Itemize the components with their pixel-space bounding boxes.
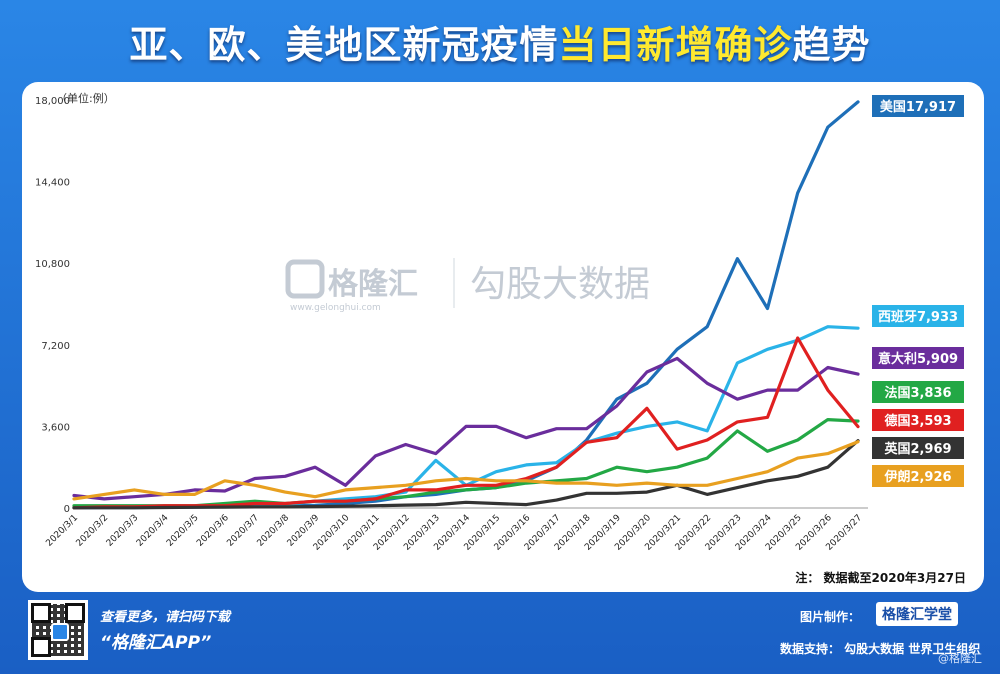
series-lines: [72, 100, 860, 510]
y-tick-label: 0: [64, 504, 70, 515]
qr-corner-icon: [31, 637, 51, 657]
y-tick-label: 3,600: [41, 422, 70, 433]
end-label-英国: 英国2,969: [883, 441, 951, 457]
y-axis: 0 3,600 7,200 10,800 14,400 18,000: [35, 96, 868, 515]
end-label-德国: 德国3,593: [884, 413, 951, 429]
end-label-西班牙: 西班牙7,933: [878, 309, 958, 325]
unit-label: （单位:例）: [56, 91, 115, 105]
x-tick-label: 2020/3/5: [165, 513, 201, 549]
footer: 查看更多，请扫码下载 “格隆汇APP” 图片制作： 格隆汇学堂 数据支持： 勾股…: [0, 592, 1000, 674]
end-label-伊朗: 伊朗2,926: [883, 469, 951, 485]
brand-logo: 格隆汇学堂: [876, 602, 958, 626]
y-tick-label: 18,000: [35, 96, 70, 107]
end-label-box: [872, 347, 964, 369]
app-text: “格隆汇APP”: [100, 633, 212, 653]
y-tick-label: 10,800: [35, 259, 70, 270]
scan-text: 查看更多，请扫码下载: [100, 610, 231, 625]
chart-note: 注： 数据截至2020年3月27日: [795, 570, 966, 585]
x-tick-label: 2020/3/3: [105, 513, 141, 549]
series-line-英国: [72, 439, 860, 510]
series-line-西班牙: [72, 325, 860, 509]
title-part-2: 趋势: [792, 23, 871, 67]
x-tick-label: 2020/3/7: [225, 513, 261, 549]
y-tick-label: 14,400: [35, 178, 70, 189]
end-label-box: [872, 381, 964, 403]
x-tick-label: 2020/3/1: [44, 513, 80, 549]
x-axis: 2020/3/12020/3/22020/3/32020/3/42020/3/5…: [44, 513, 864, 553]
title-part-highlight: 当日新增确诊: [558, 23, 793, 67]
x-tick-label: 2020/3/2: [75, 513, 111, 549]
end-label-box: [872, 95, 964, 117]
series-line-德国: [72, 336, 860, 510]
watermark-product: 勾股大数据: [470, 264, 650, 305]
qr-logo-icon: [51, 623, 69, 641]
qr-corner-icon: [31, 603, 51, 623]
title-part-1: 亚、欧、美地区新冠疫情: [129, 23, 559, 67]
end-label-box: [872, 409, 964, 431]
end-labels: 美国17,917 西班牙7,933 意大利5,909 法国3,836 德国3,593 英国…: [872, 95, 964, 487]
made-by-label: 图片制作：: [800, 610, 861, 624]
qr-code-icon[interactable]: [28, 600, 88, 660]
qr-corner-icon: [65, 603, 85, 623]
end-label-美国: 美国17,917: [880, 99, 956, 115]
end-label-意大利: 意大利5,909: [878, 351, 958, 367]
end-label-box: [872, 465, 964, 487]
watermark-logo-icon: [285, 259, 325, 299]
end-label-box: [872, 305, 964, 327]
watermark-url: www.gelonghui.com: [290, 303, 381, 313]
watermark-brand: 格隆汇: [328, 267, 418, 302]
end-label-box: [872, 437, 964, 459]
series-line-法国: [72, 418, 860, 508]
y-tick-label: 7,200: [41, 341, 70, 352]
series-line-伊朗: [72, 440, 860, 501]
series-line-美国: [72, 100, 860, 510]
end-label-法国: 法国3,836: [884, 385, 951, 401]
page-title: 亚、欧、美地区新冠疫情当日新增确诊趋势: [0, 14, 1000, 69]
corner-watermark: @格隆汇: [938, 652, 982, 665]
data-support: 数据支持： 勾股大数据 世界卫生组织: [780, 642, 981, 656]
